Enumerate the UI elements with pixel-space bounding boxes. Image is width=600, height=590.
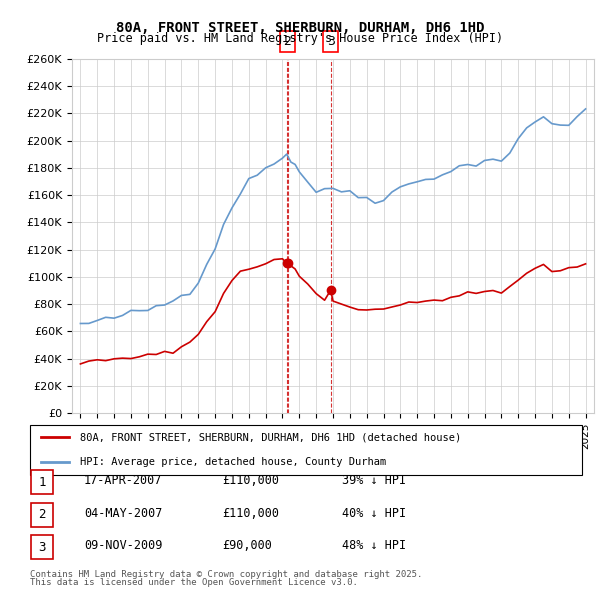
Text: 3: 3 [38, 540, 46, 554]
Text: Price paid vs. HM Land Registry's House Price Index (HPI): Price paid vs. HM Land Registry's House … [97, 32, 503, 45]
FancyBboxPatch shape [31, 535, 53, 559]
Text: £110,000: £110,000 [222, 507, 279, 520]
Text: 80A, FRONT STREET, SHERBURN, DURHAM, DH6 1HD (detached house): 80A, FRONT STREET, SHERBURN, DURHAM, DH6… [80, 432, 461, 442]
Text: 04-MAY-2007: 04-MAY-2007 [84, 507, 163, 520]
Text: 1: 1 [38, 476, 46, 489]
Text: 2: 2 [38, 508, 46, 522]
Text: HPI: Average price, detached house, County Durham: HPI: Average price, detached house, Coun… [80, 457, 386, 467]
Text: £90,000: £90,000 [222, 539, 272, 552]
FancyBboxPatch shape [31, 503, 53, 527]
Text: 48% ↓ HPI: 48% ↓ HPI [342, 539, 406, 552]
Text: 17-APR-2007: 17-APR-2007 [84, 474, 163, 487]
Text: 40% ↓ HPI: 40% ↓ HPI [342, 507, 406, 520]
Text: 2: 2 [283, 35, 292, 48]
Text: 09-NOV-2009: 09-NOV-2009 [84, 539, 163, 552]
Text: This data is licensed under the Open Government Licence v3.0.: This data is licensed under the Open Gov… [30, 578, 358, 587]
Text: £110,000: £110,000 [222, 474, 279, 487]
Text: 3: 3 [327, 35, 335, 48]
FancyBboxPatch shape [31, 470, 53, 494]
Text: 80A, FRONT STREET, SHERBURN, DURHAM, DH6 1HD: 80A, FRONT STREET, SHERBURN, DURHAM, DH6… [116, 21, 484, 35]
FancyBboxPatch shape [30, 425, 582, 475]
Text: Contains HM Land Registry data © Crown copyright and database right 2025.: Contains HM Land Registry data © Crown c… [30, 571, 422, 579]
Text: 39% ↓ HPI: 39% ↓ HPI [342, 474, 406, 487]
